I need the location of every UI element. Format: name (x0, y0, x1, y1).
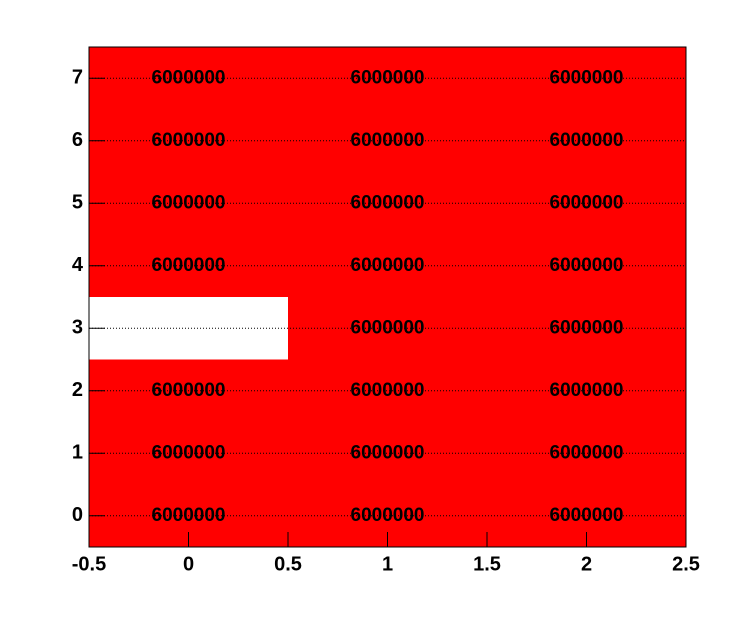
cell (487, 234, 686, 297)
cell-label: 6000000 (152, 255, 226, 276)
cell (487, 47, 686, 110)
cell (288, 422, 487, 485)
x-tick-label: 1.5 (473, 553, 501, 575)
cell-label: 6000000 (550, 130, 624, 151)
y-tick-label: 3 (72, 317, 83, 339)
x-tick-label: -0.5 (72, 553, 106, 575)
cell (487, 422, 686, 485)
cell-label: 6000000 (152, 505, 226, 526)
cell (487, 297, 686, 360)
y-tick-label: 2 (72, 379, 83, 401)
cell-label: 6000000 (152, 380, 226, 401)
cell (288, 359, 487, 422)
cell-label: 6000000 (550, 67, 624, 88)
cell-label: 6000000 (351, 380, 425, 401)
cell (288, 234, 487, 297)
y-tick-label: 4 (72, 254, 84, 276)
cell-label: 6000000 (550, 317, 624, 338)
x-tick-label: 1 (382, 553, 393, 575)
cell-label: 6000000 (152, 130, 226, 151)
cell-label: 6000000 (351, 130, 425, 151)
cell-label: 6000000 (351, 317, 425, 338)
cell (288, 109, 487, 172)
cell (487, 359, 686, 422)
cell (487, 109, 686, 172)
x-tick-label: 2.5 (672, 553, 700, 575)
cell-label: 6000000 (351, 255, 425, 276)
cell (288, 297, 487, 360)
y-tick-label: 6 (72, 129, 83, 151)
cell-label: 6000000 (351, 505, 425, 526)
cell (288, 172, 487, 235)
cell-label: 6000000 (351, 442, 425, 463)
cell-label: 6000000 (351, 67, 425, 88)
cell-label: 6000000 (550, 442, 624, 463)
cell-label: 6000000 (550, 192, 624, 213)
y-tick-label: 7 (72, 67, 83, 89)
cell-label: 6000000 (152, 192, 226, 213)
cell (487, 172, 686, 235)
y-tick-label: 1 (72, 442, 83, 464)
cell-label: 6000000 (152, 67, 226, 88)
x-tick-label: 0.5 (274, 553, 302, 575)
cell-label: 6000000 (351, 192, 425, 213)
x-tick-label: 2 (581, 553, 592, 575)
cell-label: 6000000 (152, 442, 226, 463)
y-tick-label: 5 (72, 192, 83, 214)
cell-label: 6000000 (550, 255, 624, 276)
y-tick-label: 0 (72, 504, 83, 526)
cell-label: 6000000 (550, 505, 624, 526)
cell (288, 47, 487, 110)
cell-label: 6000000 (550, 380, 624, 401)
x-tick-label: 0 (183, 553, 194, 575)
